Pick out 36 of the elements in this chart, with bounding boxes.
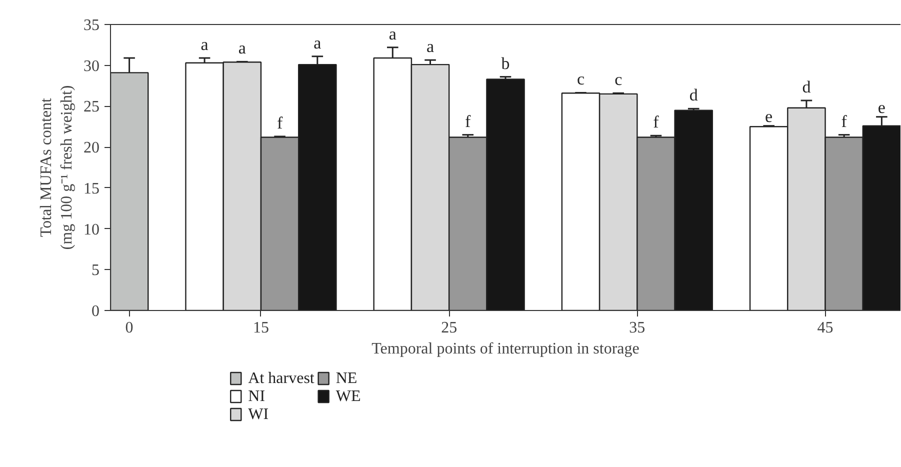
y-tick-label: 35: [84, 17, 100, 34]
data-label: b: [501, 54, 510, 73]
legend-label: WI: [248, 406, 269, 423]
data-label: f: [276, 113, 283, 132]
data-label: d: [802, 77, 812, 96]
x-tick-label: 25: [441, 320, 458, 336]
x-tick-label: 15: [252, 320, 269, 336]
y-tick-label: 30: [84, 58, 100, 75]
data-label: c: [614, 70, 623, 90]
y-tick-label: 0: [92, 303, 100, 320]
y-tick-label: 10: [84, 221, 100, 238]
y-axis-title: Total MUFAs content (mg 100 g⁻¹ fresh weight): [38, 85, 76, 250]
data-label: a: [426, 37, 434, 56]
data-label: f: [465, 112, 472, 131]
data-label: a: [388, 24, 397, 44]
legend-label: NE: [336, 370, 358, 387]
legend-label: At harvest: [248, 370, 315, 387]
data-label: a: [200, 35, 209, 54]
y-tick-label: 5: [92, 262, 100, 280]
data-label: c: [576, 70, 585, 89]
y-tick-label: 15: [84, 180, 100, 198]
legend-label: NI: [248, 388, 266, 405]
data-label: e: [765, 106, 773, 126]
data-label: f: [841, 112, 848, 131]
data-label: a: [238, 38, 246, 58]
x-tick-label: 45: [817, 320, 834, 336]
data-label: a: [314, 33, 322, 52]
data-label: f: [653, 112, 660, 132]
x-tick-label: 0: [125, 320, 134, 336]
y-tick-label: 20: [84, 140, 100, 157]
data-label: d: [689, 86, 698, 105]
x-axis-title: Temporal points of interruption in storage: [372, 340, 640, 358]
data-label: e: [878, 98, 886, 117]
x-tick-label: 35: [629, 320, 646, 336]
y-tick-label: 25: [84, 98, 100, 116]
legend-label: WE: [336, 388, 361, 405]
